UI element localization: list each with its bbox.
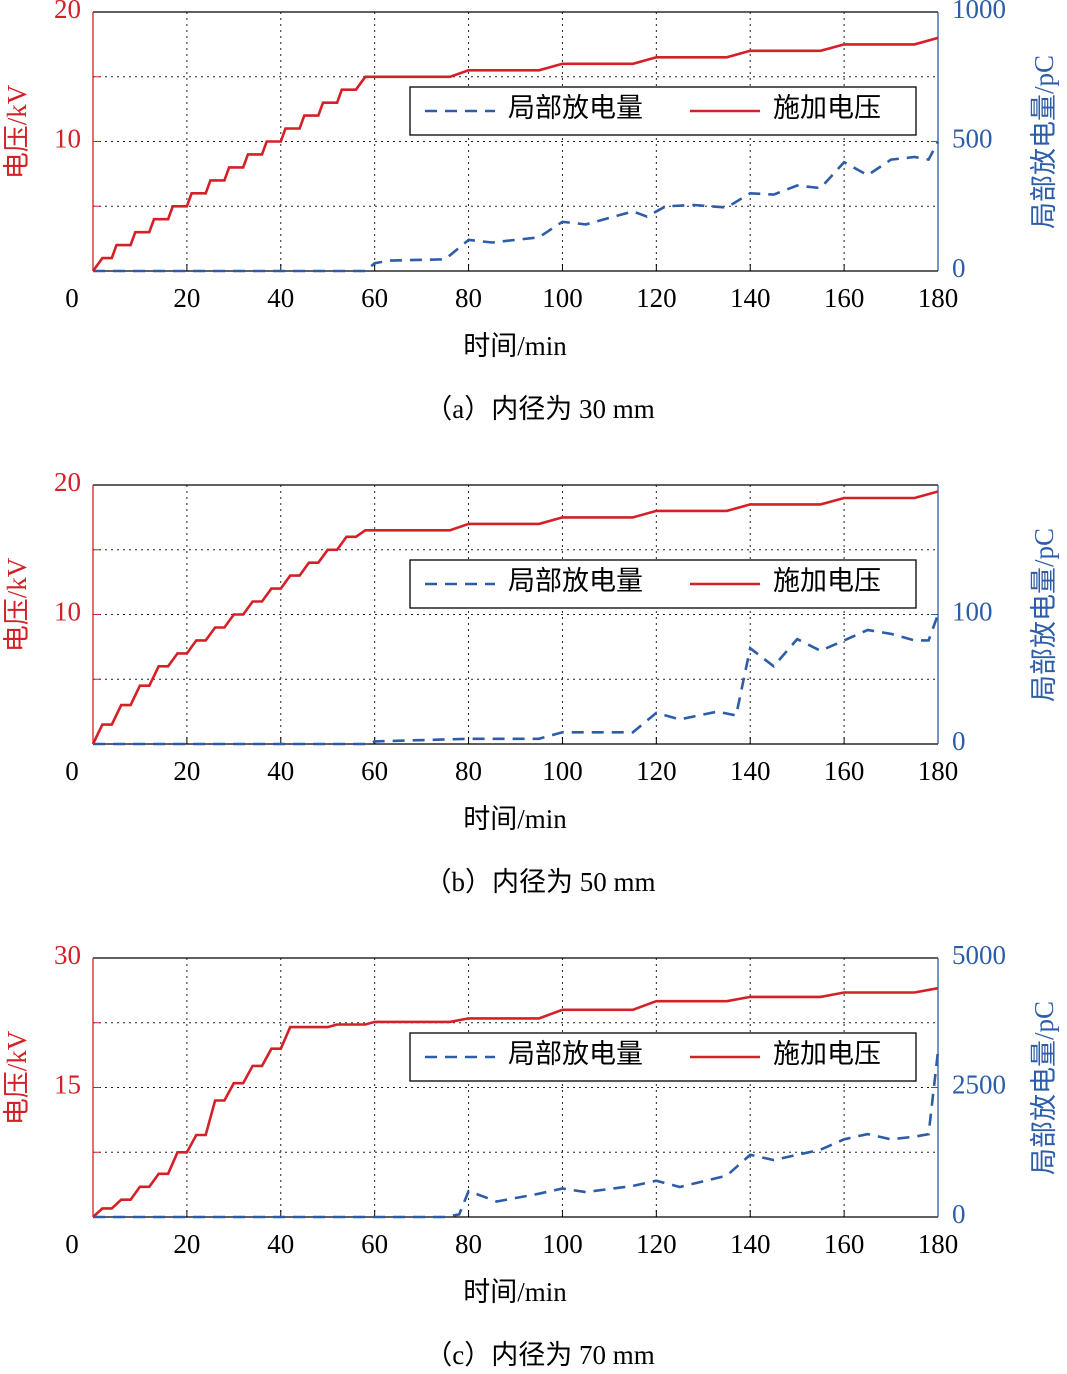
- x-tick-label: 0: [65, 283, 79, 313]
- x-tick-label: 60: [361, 1229, 388, 1259]
- x-tick-label: 0: [65, 756, 79, 786]
- x-tick-label: 100: [542, 283, 583, 313]
- x-tick-label: 20: [173, 756, 200, 786]
- x-tick-label: 80: [455, 283, 482, 313]
- x-tick-label: 160: [824, 283, 865, 313]
- y2-tick-label: 0: [952, 726, 966, 756]
- x-axis-label: 时间/min: [463, 331, 567, 361]
- y2-tick-label: 2500: [952, 1070, 1006, 1100]
- x-tick-label: 180: [918, 283, 959, 313]
- y2-axis-label: 局部放电量/pC: [1029, 1001, 1059, 1175]
- x-tick-label: 160: [824, 756, 865, 786]
- x-tick-label: 60: [361, 756, 388, 786]
- y2-tick-label: 0: [952, 253, 966, 283]
- x-tick-label: 120: [636, 1229, 677, 1259]
- x-tick-label: 140: [730, 1229, 771, 1259]
- y-tick-label: 10: [54, 597, 81, 627]
- series-line: [93, 1051, 940, 1219]
- y2-axis-label: 局部放电量/pC: [1029, 528, 1059, 702]
- legend-label: 局部放电量: [508, 93, 643, 123]
- series-line: [91, 490, 939, 745]
- x-tick-label: 80: [455, 756, 482, 786]
- legend-label: 施加电压: [773, 1039, 881, 1069]
- x-axis-label: 时间/min: [463, 804, 567, 834]
- y-axis-label: 电压/kV: [2, 1030, 32, 1125]
- legend-label: 施加电压: [773, 566, 881, 596]
- caption: （c）内径为 70 mm: [425, 1340, 655, 1370]
- y-tick-label: 15: [54, 1070, 81, 1100]
- caption: （b）内径为 50 mm: [424, 867, 655, 897]
- y2-tick-label: 5000: [952, 940, 1006, 970]
- series-line: [92, 986, 939, 1218]
- series-line: [93, 614, 940, 746]
- x-tick-label: 160: [824, 1229, 865, 1259]
- y-tick-label: 10: [54, 124, 81, 154]
- y2-tick-label: 500: [952, 124, 993, 154]
- x-tick-label: 180: [918, 1229, 959, 1259]
- x-tick-label: 40: [267, 283, 294, 313]
- x-tick-label: 120: [636, 756, 677, 786]
- caption: （a）内径为 30 mm: [425, 394, 655, 424]
- legend-label: 施加电压: [773, 93, 881, 123]
- x-tick-label: 180: [918, 756, 959, 786]
- x-tick-label: 140: [730, 283, 771, 313]
- x-tick-label: 80: [455, 1229, 482, 1259]
- y-tick-label: 20: [54, 0, 81, 24]
- x-tick-label: 100: [542, 756, 583, 786]
- x-tick-label: 60: [361, 283, 388, 313]
- y2-axis-label: 局部放电量/pC: [1029, 55, 1059, 229]
- x-axis-label: 时间/min: [463, 1277, 567, 1307]
- x-tick-label: 140: [730, 756, 771, 786]
- x-tick-label: 40: [267, 1229, 294, 1259]
- x-tick-label: 20: [173, 283, 200, 313]
- x-tick-label: 0: [65, 1229, 79, 1259]
- y2-tick-label: 100: [952, 597, 993, 627]
- y-axis-label: 电压/kV: [2, 84, 32, 179]
- x-tick-label: 20: [173, 1229, 200, 1259]
- legend-label: 局部放电量: [508, 1039, 643, 1069]
- x-tick-label: 120: [636, 283, 677, 313]
- y-tick-label: 20: [54, 467, 81, 497]
- y2-tick-label: 0: [952, 1199, 966, 1229]
- legend-label: 局部放电量: [508, 566, 643, 596]
- x-tick-label: 40: [267, 756, 294, 786]
- series-line: [91, 36, 939, 272]
- y-axis-label: 电压/kV: [2, 557, 32, 652]
- y2-tick-label: 1000: [952, 0, 1006, 24]
- x-tick-label: 100: [542, 1229, 583, 1259]
- y-tick-label: 30: [54, 940, 81, 970]
